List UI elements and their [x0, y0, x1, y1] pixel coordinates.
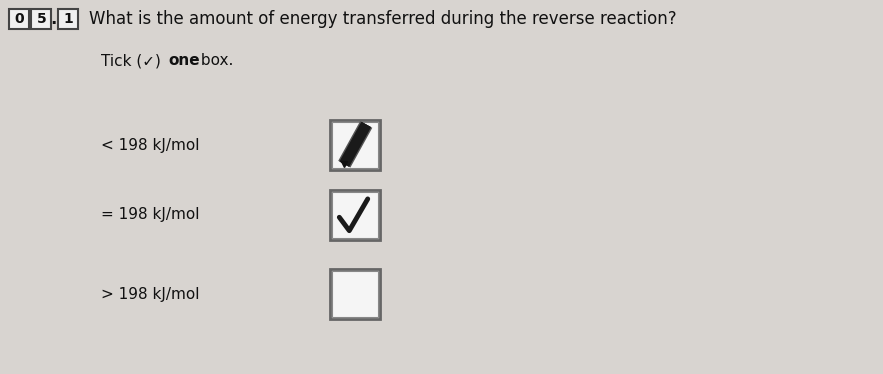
- Text: > 198 kJ/mol: > 198 kJ/mol: [101, 287, 200, 302]
- Text: .: .: [50, 10, 57, 28]
- Text: = 198 kJ/mol: = 198 kJ/mol: [101, 207, 200, 222]
- Text: < 198 kJ/mol: < 198 kJ/mol: [101, 138, 200, 153]
- Bar: [10, 9, 29, 29]
- Bar: [332, 122, 378, 168]
- Bar: [332, 272, 378, 317]
- Bar: [58, 9, 79, 29]
- Text: 5: 5: [36, 12, 46, 26]
- Bar: [31, 9, 51, 29]
- Bar: [330, 190, 381, 240]
- Text: What is the amount of energy transferred during the reverse reaction?: What is the amount of energy transferred…: [89, 10, 676, 28]
- Text: box.: box.: [196, 53, 233, 68]
- Text: Tick (✓): Tick (✓): [101, 53, 166, 68]
- Bar: [332, 192, 378, 237]
- Bar: [330, 120, 381, 170]
- Text: one: one: [169, 53, 200, 68]
- Text: 1: 1: [64, 12, 73, 26]
- Bar: [330, 269, 381, 319]
- Text: 0: 0: [14, 12, 24, 26]
